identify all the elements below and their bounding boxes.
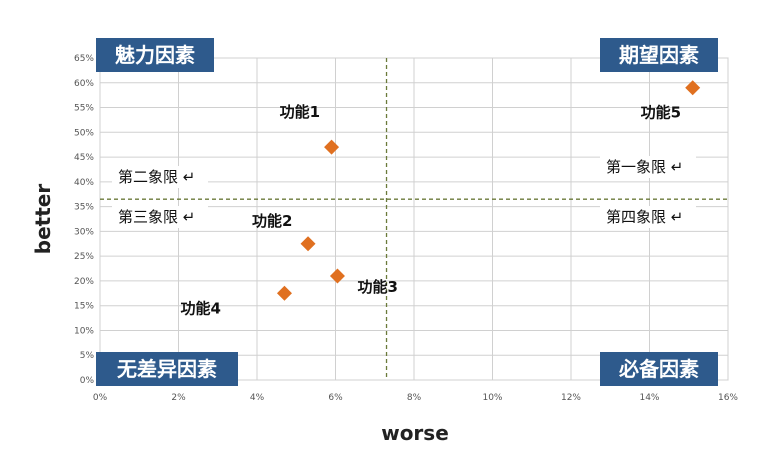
data-point <box>329 268 345 284</box>
y-tick-label: 20% <box>74 277 94 287</box>
y-tick-label: 55% <box>74 104 94 114</box>
x-tick-label: 2% <box>171 393 186 403</box>
data-point <box>685 80 701 96</box>
corner-factor-label: 必备因素 <box>618 357 699 381</box>
quadrant-label-bg <box>112 166 208 188</box>
x-axis-title: worse <box>381 421 449 445</box>
y-tick-label: 45% <box>74 153 94 163</box>
quadrant-label: 第一象限 ↵ <box>606 158 683 176</box>
data-point-label: 功能3 <box>357 278 397 296</box>
corner-factor-label: 无差异因素 <box>117 357 217 381</box>
corner-factor-label: 期望因素 <box>619 43 699 67</box>
corner-factor-box <box>96 352 238 386</box>
y-tick-label: 0% <box>80 376 95 386</box>
x-tick-label: 8% <box>407 393 422 403</box>
x-tick-label: 16% <box>718 393 738 403</box>
quadrant-label-bg <box>112 206 208 228</box>
x-tick-label: 6% <box>328 393 343 403</box>
y-tick-label: 50% <box>74 128 94 138</box>
quadrant-label: 第三象限 ↵ <box>118 208 195 226</box>
corner-factor-box <box>600 352 718 386</box>
data-point-label: 功能2 <box>252 212 292 230</box>
quadrant-label-bg <box>600 156 696 178</box>
y-tick-label: 5% <box>80 351 95 361</box>
data-point <box>300 236 316 252</box>
y-tick-label: 10% <box>74 326 94 336</box>
x-tick-label: 0% <box>93 393 108 403</box>
x-tick-label: 12% <box>561 393 581 403</box>
y-tick-label: 30% <box>74 227 94 237</box>
data-point <box>324 139 340 155</box>
y-tick-label: 40% <box>74 178 94 188</box>
quadrant-label: 第二象限 ↵ <box>118 168 195 186</box>
y-tick-label: 35% <box>74 203 94 213</box>
x-tick-label: 14% <box>639 393 659 403</box>
y-axis-title: better <box>31 184 55 255</box>
corner-factor-label: 魅力因素 <box>115 43 195 67</box>
quadrant-label-bg <box>600 206 696 228</box>
y-tick-label: 65% <box>74 54 94 64</box>
data-point <box>276 285 292 301</box>
y-tick-label: 15% <box>74 302 94 312</box>
y-tick-label: 25% <box>74 252 94 262</box>
y-tick-label: 60% <box>74 79 94 89</box>
x-tick-label: 10% <box>482 393 502 403</box>
data-point-label: 功能5 <box>641 104 681 122</box>
quadrant-label: 第四象限 ↵ <box>606 208 683 226</box>
data-point-label: 功能1 <box>280 103 320 121</box>
corner-factor-box <box>96 38 214 72</box>
x-tick-label: 4% <box>250 393 265 403</box>
corner-factor-box <box>600 38 718 72</box>
data-point-label: 功能4 <box>180 299 220 317</box>
